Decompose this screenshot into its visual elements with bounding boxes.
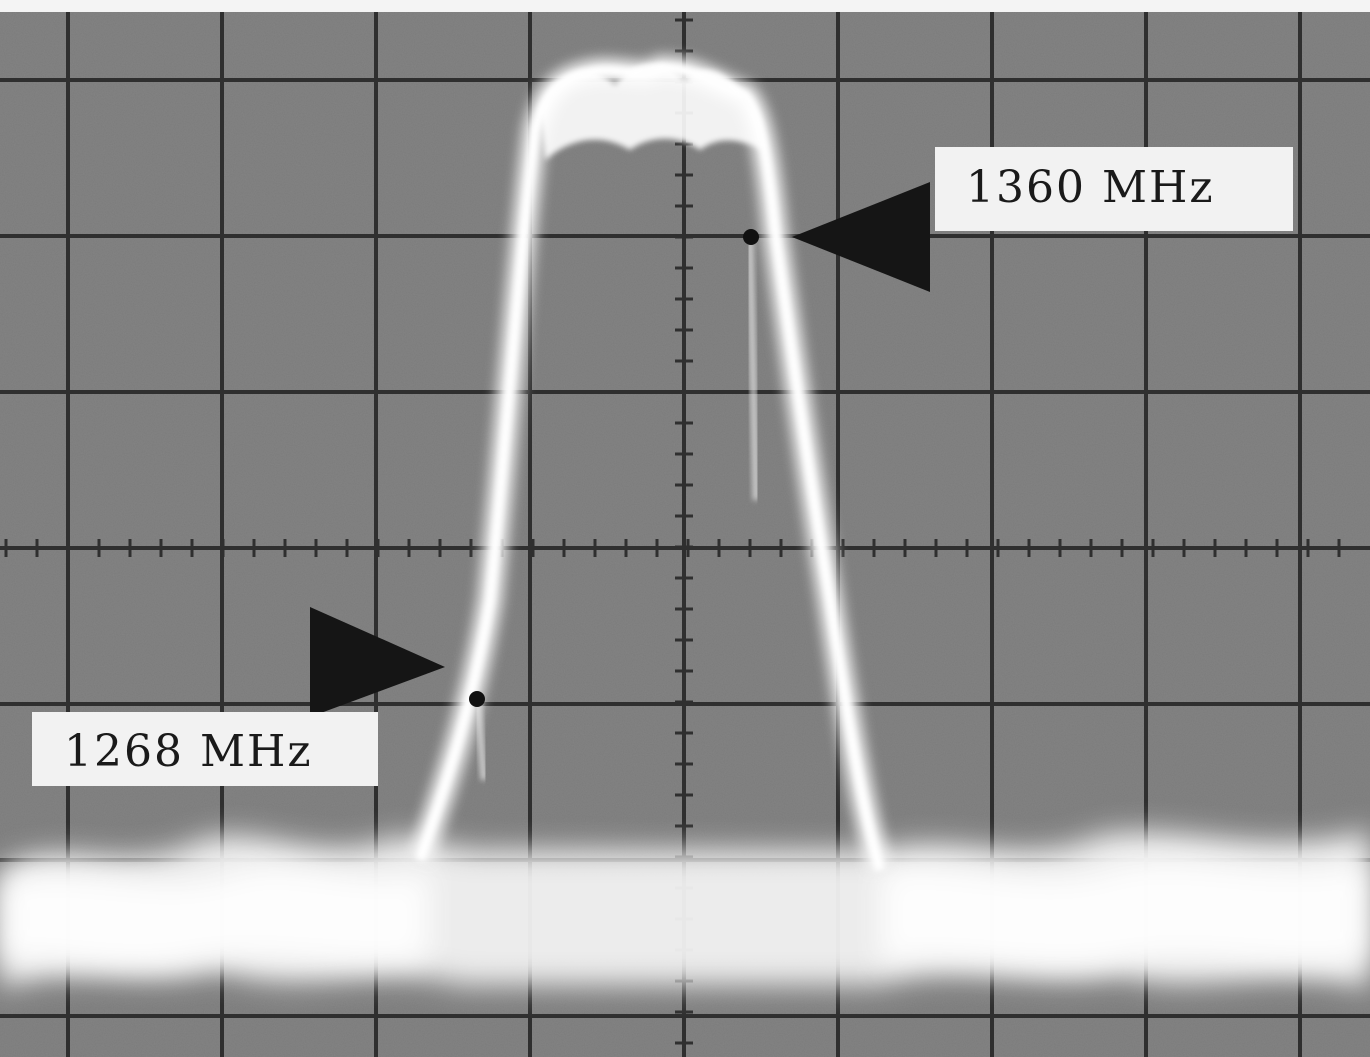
lower-marker-arrow: [310, 607, 445, 717]
noise-floor: [0, 830, 1370, 990]
bandpass-trace: [407, 54, 893, 874]
lower-marker-label-box: [32, 712, 378, 786]
lower-marker-dot: [469, 691, 485, 707]
upper-marker-dot: [743, 229, 759, 245]
upper-marker: 1360 MHz: [792, 147, 1293, 292]
upper-marker-arrow: [792, 182, 930, 292]
lower-marker-label: 1268 MHz: [64, 726, 313, 777]
upper-marker-label: 1360 MHz: [966, 162, 1215, 213]
upper-marker-label-box: [935, 147, 1293, 231]
lower-marker: 1268 MHz: [32, 607, 445, 786]
